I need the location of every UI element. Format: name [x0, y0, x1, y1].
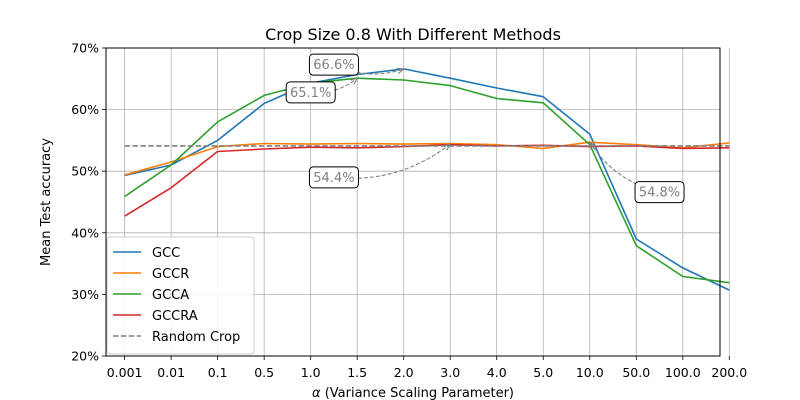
annotation-arrowhead [396, 67, 406, 74]
annotations: 66.6% 65.1% 54.4% 54.8% [285, 53, 685, 204]
x-axis-label-symbol: α [312, 386, 321, 400]
x-tick-label: 4.0 [487, 365, 507, 380]
series-layer [124, 68, 730, 291]
x-tick-label: 1.0 [301, 365, 321, 380]
legend-label: GCCA [152, 288, 189, 303]
legend-label: GCC [152, 246, 180, 261]
x-tick-label: 10.0 [576, 365, 604, 380]
legend-label: GCCR [152, 267, 189, 282]
x-tick-label: 0.01 [157, 365, 185, 380]
x-tick-label: 3.0 [440, 365, 460, 380]
annotation-label: 66.6% [313, 58, 354, 73]
x-tick-label: 100.0 [665, 365, 701, 380]
annotation-arrowhead [350, 77, 359, 85]
y-tick-label: 30% [71, 287, 99, 302]
y-tick-label: 60% [71, 102, 99, 117]
series-line-gcca [124, 77, 730, 284]
legend-label: Random Crop [152, 330, 240, 345]
y-tick-label: 20% [71, 349, 99, 364]
annotation-box [308, 166, 359, 189]
y-tick-label: 70% [71, 41, 99, 56]
annotation-arrowhead [588, 141, 596, 150]
ticks: 0.001 0.01 0.1 0.5 1.0 1.5 2.0 3.0 4.0 5.0 10.0 50.… [71, 41, 747, 381]
x-tick-label: 5.0 [533, 365, 553, 380]
plot-frame [105, 47, 721, 357]
series-line-gccr [124, 141, 730, 176]
x-axis-label-text: (Variance Scaling Parameter) [321, 386, 514, 400]
annotation-box [634, 181, 685, 204]
legend-box [106, 236, 255, 355]
annotation-label: 54.8% [639, 186, 680, 201]
x-tick-label: 1.5 [347, 365, 367, 380]
annotation-box [308, 53, 359, 76]
x-tick-label: 2.0 [394, 365, 414, 380]
y-tick-label: 50% [71, 164, 99, 179]
annotation-arrowhead [443, 143, 452, 151]
x-tick-label: 50.0 [622, 365, 650, 380]
annotation-label: 54.4% [313, 171, 354, 186]
x-tick-label: 200.0 [711, 365, 747, 380]
annotation-box [285, 81, 336, 104]
series-line-gcc [124, 68, 730, 291]
x-axis-label: α (Variance Scaling Parameter) [312, 386, 514, 400]
x-tick-label: 0.001 [107, 365, 143, 380]
chart-title: Crop Size 0.8 With Different Methods [265, 25, 561, 44]
x-tick-label: 0.1 [208, 365, 228, 380]
y-tick-label: 40% [71, 225, 99, 240]
annotation-label: 65.1% [290, 86, 331, 101]
legend-label: GCCRA [152, 309, 198, 324]
y-axis-label: Mean Test accuracy [39, 138, 54, 266]
x-tick-label: 0.5 [254, 365, 274, 380]
legend: GCC GCCR GCCA GCCRA Random Crop [106, 236, 255, 355]
